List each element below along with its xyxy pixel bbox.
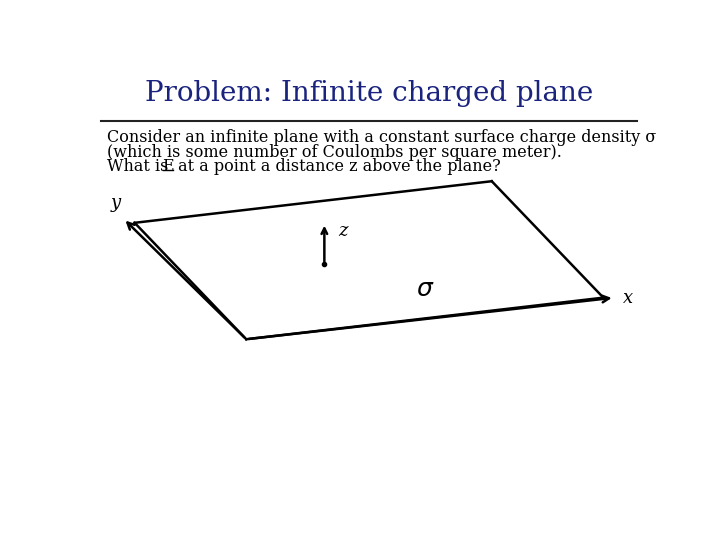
Text: z: z — [338, 222, 348, 240]
Text: Problem: Infinite charged plane: Problem: Infinite charged plane — [145, 80, 593, 107]
Text: What is: What is — [107, 158, 174, 175]
Text: y: y — [111, 194, 121, 212]
Text: x: x — [623, 289, 633, 307]
Text: (which is some number of Coulombs per square meter).: (which is some number of Coulombs per sq… — [107, 144, 562, 160]
Text: Consider an infinite plane with a constant surface charge density σ: Consider an infinite plane with a consta… — [107, 129, 656, 146]
Text: at a point a distance z above the plane?: at a point a distance z above the plane? — [173, 158, 500, 175]
Text: E: E — [162, 158, 174, 175]
Text: $\sigma$: $\sigma$ — [415, 278, 434, 301]
